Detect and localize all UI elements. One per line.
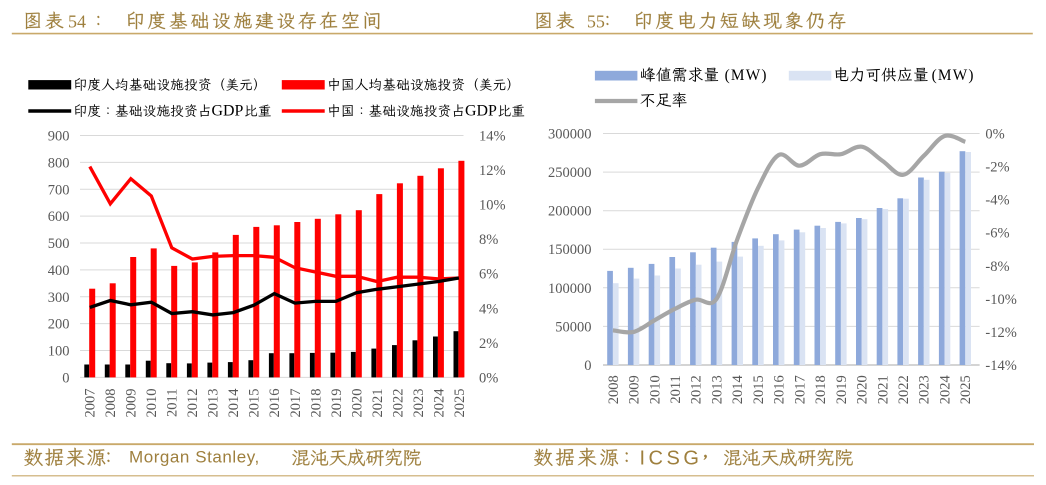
svg-text:100: 100 <box>48 344 70 360</box>
svg-text:2021: 2021 <box>875 375 891 404</box>
svg-text:-4%: -4% <box>985 193 1009 209</box>
svg-text:2007: 2007 <box>83 389 99 418</box>
svg-text:2011: 2011 <box>668 375 684 403</box>
svg-text:2009: 2009 <box>124 389 140 418</box>
svg-text:-10%: -10% <box>985 292 1016 308</box>
svg-text:2017: 2017 <box>792 375 808 404</box>
svg-text:2025: 2025 <box>452 389 468 418</box>
svg-text:300000: 300000 <box>548 127 592 143</box>
svg-text:-2%: -2% <box>985 160 1009 176</box>
svg-text:-14%: -14% <box>985 358 1016 374</box>
svg-text:2020: 2020 <box>855 375 871 404</box>
svg-text:2019: 2019 <box>329 389 345 418</box>
svg-text:2016: 2016 <box>772 375 788 404</box>
svg-text:2023: 2023 <box>411 389 427 418</box>
svg-text:2013: 2013 <box>709 375 725 404</box>
svg-text:900: 900 <box>48 129 70 145</box>
svg-text:2023: 2023 <box>917 375 933 404</box>
svg-text:2025: 2025 <box>958 375 974 404</box>
svg-text:2014: 2014 <box>730 374 746 404</box>
svg-text:50000: 50000 <box>555 319 591 335</box>
svg-text:Morgan Stanley,: Morgan Stanley, <box>129 448 260 467</box>
svg-text:2016: 2016 <box>267 389 283 418</box>
svg-text:14%: 14% <box>479 129 506 145</box>
svg-text:2024: 2024 <box>938 374 954 404</box>
svg-text:400: 400 <box>48 263 70 279</box>
svg-text:2009: 2009 <box>627 375 643 404</box>
svg-text:200: 200 <box>48 317 70 333</box>
svg-text:2008: 2008 <box>606 375 622 404</box>
svg-text:-12%: -12% <box>985 325 1016 341</box>
svg-text:600: 600 <box>48 209 70 225</box>
svg-text:2013: 2013 <box>206 389 222 418</box>
svg-text:0%: 0% <box>479 370 498 386</box>
svg-text:2014: 2014 <box>226 388 242 418</box>
svg-text:2017: 2017 <box>288 389 304 418</box>
svg-text:(MW): (MW) <box>725 67 768 84</box>
svg-text:ICSG: ICSG <box>640 447 703 469</box>
svg-text:8%: 8% <box>479 232 498 248</box>
svg-text:54: 54 <box>68 11 86 31</box>
svg-text:55: 55 <box>587 11 605 31</box>
svg-text:2010: 2010 <box>647 375 663 404</box>
svg-text:0: 0 <box>584 358 591 374</box>
svg-text:10%: 10% <box>479 198 506 214</box>
svg-text:2022: 2022 <box>390 389 406 418</box>
svg-text:GDP: GDP <box>465 103 497 120</box>
svg-text:150000: 150000 <box>548 242 592 258</box>
svg-text:-6%: -6% <box>985 226 1009 242</box>
svg-text:4%: 4% <box>479 301 498 317</box>
svg-text:200000: 200000 <box>548 204 592 220</box>
svg-text:2018: 2018 <box>308 389 324 418</box>
svg-text:-8%: -8% <box>985 259 1009 275</box>
svg-text:2010: 2010 <box>144 389 160 418</box>
svg-text:2%: 2% <box>479 336 498 352</box>
svg-text:6%: 6% <box>479 267 498 283</box>
svg-text:100000: 100000 <box>548 281 592 297</box>
svg-text:800: 800 <box>48 155 70 171</box>
svg-text:GDP: GDP <box>212 103 244 120</box>
svg-text:2024: 2024 <box>431 388 447 418</box>
svg-text:0: 0 <box>62 370 69 386</box>
svg-text:250000: 250000 <box>548 165 592 181</box>
svg-text:0%: 0% <box>985 127 1004 143</box>
svg-text:500: 500 <box>48 236 70 252</box>
svg-text:300: 300 <box>48 290 70 306</box>
svg-text:2015: 2015 <box>751 375 767 404</box>
svg-text:2021: 2021 <box>370 389 386 418</box>
svg-text:700: 700 <box>48 182 70 198</box>
svg-text:2008: 2008 <box>103 389 119 418</box>
svg-text:2018: 2018 <box>813 375 829 404</box>
svg-text:12%: 12% <box>479 163 506 179</box>
svg-text:(MW): (MW) <box>932 67 975 84</box>
svg-text:2015: 2015 <box>247 389 263 418</box>
svg-text:2012: 2012 <box>689 375 705 404</box>
svg-text:2011: 2011 <box>165 389 181 417</box>
svg-text:2019: 2019 <box>834 375 850 404</box>
svg-text:2012: 2012 <box>185 389 201 418</box>
svg-text:2020: 2020 <box>349 389 365 418</box>
svg-text:2022: 2022 <box>896 375 912 404</box>
